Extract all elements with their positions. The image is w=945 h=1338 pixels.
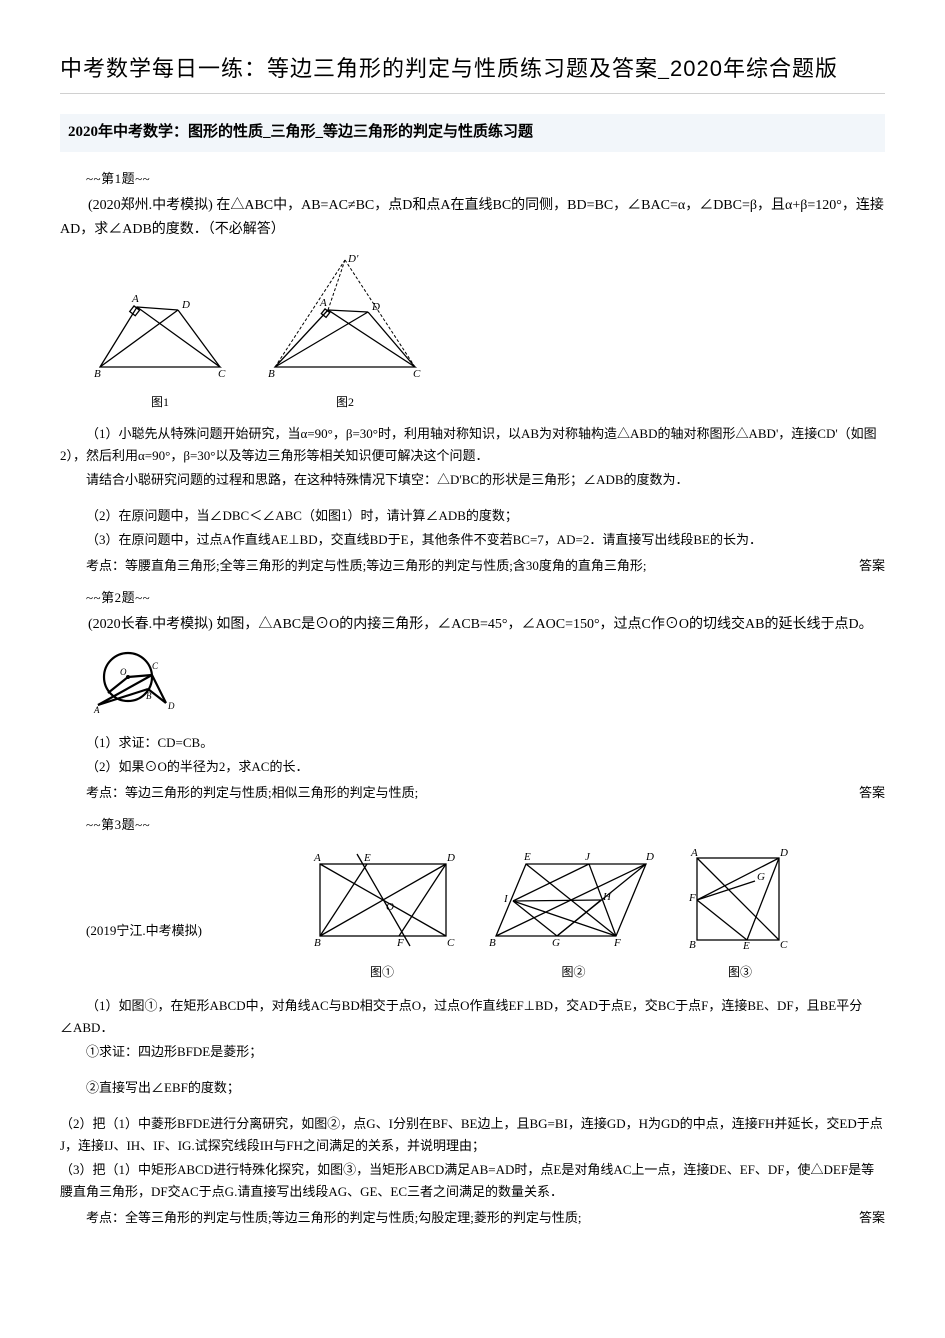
figure-2-block: D' A D B C 图2 [260,252,430,413]
p1-part-2 [60,493,885,503]
problem-1-figures: A D B C 图1 D' A [90,252,885,413]
problem-2-label: ~~第2题~~ [60,587,885,609]
p1-topics-row: 考点：等腰直角三角形;全等三角形的判定与性质;等边三角形的判定与性质;含30度角… [60,555,885,577]
p1-answer-link[interactable]: 答案 [859,555,885,577]
svg-text:O: O [120,667,127,677]
figure-2-svg: D' A D B C [260,252,430,382]
p3-topics-row: 考点：全等三角形的判定与性质;等边三角形的判定与性质;勾股定理;菱形的判定与性质… [60,1207,885,1229]
f31-O: O [386,901,394,913]
problem-3-label: ~~第3题~~ [60,814,885,836]
page-title: 中考数学每日一练：等边三角形的判定与性质练习题及答案_2020年综合题版 [60,50,885,87]
f31-F: F [396,937,404,949]
p1-part-1: 请结合小聪研究问题的过程和思路，在这种特殊情况下填空：△D'BC的形状是三角形；… [60,469,885,491]
f32-D: D [645,851,654,863]
problem-3-source-row: (2019宁江.中考模拟) A D B C E F [60,840,885,992]
fig3-2-block: E J D I H B G F 图② [486,846,661,982]
f31-B: B [314,937,321,949]
figure-1-block: A D B C 图1 [90,282,230,413]
fig3-3-block: A D B C F E G 图③ [685,846,795,982]
p3-topics: 考点：全等三角形的判定与性质;等边三角形的判定与性质;勾股定理;菱形的判定与性质… [60,1207,581,1229]
p3-part-0: （1）如图①，在矩形ABCD中，对角线AC与BD相交于点O，过点O作直线EF⊥B… [60,995,885,1039]
p1-part-0: （1）小聪先从特殊问题开始研究，当α=90°，β=30°时，利用轴对称知识，以A… [60,423,885,467]
f31-D: D [446,852,455,864]
f33-B: B [689,939,696,951]
problem-2-intro-text: 如图，△ABC是⊙O的内接三角形，∠ACB=45°，∠AOC=150°，过点C作… [216,617,872,632]
fig1-label-D: D [181,299,190,311]
f32-I: I [503,893,509,905]
fig1-label-C: C [218,368,226,380]
svg-text:B: B [146,691,152,701]
f32-H: H [602,891,612,903]
figure-1-svg: A D B C [90,282,230,382]
p3-part-5: （2）把（1）中菱形BFDE进行分离研究，如图②，点G、I分别在BF、BE边上，… [60,1113,885,1157]
f32-J: J [585,851,591,863]
f32-G: G [552,937,560,949]
f32-E: E [523,851,531,863]
fig2-label-A: A [319,297,327,309]
p2-part-1: （2）如果⊙O的半径为2，求AC的长． [60,756,885,778]
f33-E: E [742,940,750,951]
p3-part-4 [60,1101,885,1111]
title-prefix: 中考数学每日一练：等边三角形的判定与性质练习题及答案 [60,56,658,81]
figure-p2-svg: C A B D O [90,647,180,717]
problem-1-intro: (2020郑州.中考模拟) 在△ABC中，AB=AC≠BC，点D和点A在直线BC… [60,194,885,242]
fig3-1-caption: 图① [302,962,462,982]
p3-part-6: （3）把（1）中矩形ABCD进行特殊化探究，如图③，当矩形ABCD满足AB=AD… [60,1159,885,1203]
fig3-3-caption: 图③ [685,962,795,982]
fig2-label-B: B [268,368,275,380]
f33-D: D [779,847,788,859]
p3-part-2 [60,1065,885,1075]
fig3-2-svg: E J D I H B G F [486,846,661,951]
title-suffix: 年综合题版 [723,56,838,81]
problem-2-source: (2020长春.中考模拟) [88,617,216,632]
f33-C: C [780,939,788,951]
p1-part-4: （3）在原问题中，过点A作直线AE⊥BD，交直线BD于E，其他条件不变若BC=7… [60,529,885,551]
p3-part-3: ②直接写出∠EBF的度数； [60,1077,885,1099]
fig3-1-block: A D B C E F O 图① [302,846,462,982]
fig3-2-caption: 图② [486,962,661,982]
figure-1-caption: 图1 [90,392,230,412]
p1-topics: 考点：等腰直角三角形;全等三角形的判定与性质;等边三角形的判定与性质;含30度角… [60,555,646,577]
f31-E: E [363,852,371,864]
p3-answer-link[interactable]: 答案 [859,1207,885,1229]
title-sep: _ [658,56,670,81]
section-header: 2020年中考数学：图形的性质_三角形_等边三角形的判定与性质练习题 [60,114,885,152]
problem-2-figure: C A B D O [90,647,885,726]
title-year: 2020 [670,56,723,81]
fig2-label-C: C [413,368,421,380]
fig3-3-svg: A D B C F E G [685,846,795,951]
fig1-label-A: A [131,293,139,305]
fig2-label-Dp: D' [347,253,359,265]
svg-text:D: D [167,701,175,711]
title-divider [60,93,885,94]
svg-text:C: C [152,661,159,671]
svg-text:A: A [93,705,100,715]
p2-answer-link[interactable]: 答案 [859,782,885,804]
fig1-label-B: B [94,368,101,380]
problem-3-source: (2019宁江.中考模拟) [60,920,202,992]
p1-part-3: （2）在原问题中，当∠DBC＜∠ABC（如图1）时，请计算∠ADB的度数； [60,505,885,527]
fig3-1-svg: A D B C E F O [302,846,462,951]
p3-part-1: ①求证：四边形BFDE是菱形； [60,1041,885,1063]
f33-F: F [688,892,696,904]
f32-F: F [613,937,621,949]
p2-part-0: （1）求证：CD=CB。 [60,732,885,754]
f31-A: A [313,852,321,864]
problem-1-label: ~~第1题~~ [60,168,885,190]
figure-2-caption: 图2 [260,392,430,412]
p2-topics-row: 考点：等边三角形的判定与性质;相似三角形的判定与性质; 答案 [60,782,885,804]
problem-2-intro: (2020长春.中考模拟) 如图，△ABC是⊙O的内接三角形，∠ACB=45°，… [60,613,885,637]
f33-A: A [690,847,698,859]
problem-3-figures: A D B C E F O 图① [212,846,885,982]
f31-C: C [447,937,455,949]
f32-B: B [489,937,496,949]
fig2-label-D: D [371,301,380,313]
p2-topics: 考点：等边三角形的判定与性质;相似三角形的判定与性质; [60,782,418,804]
problem-1-source: (2020郑州.中考模拟) [88,198,216,213]
f33-G: G [757,871,765,883]
